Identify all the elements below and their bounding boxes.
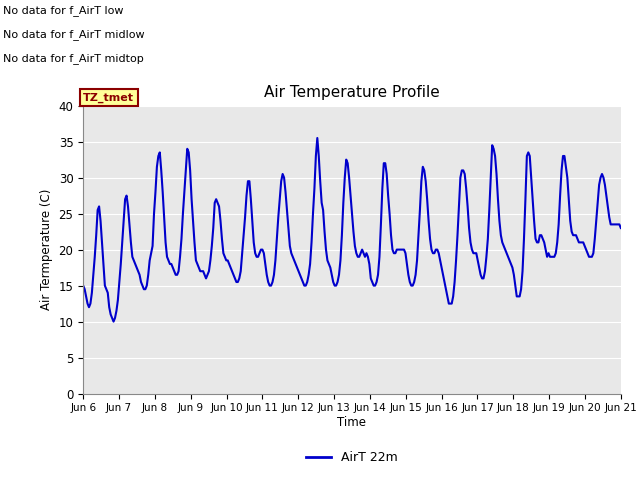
Text: TZ_tmet: TZ_tmet bbox=[83, 93, 134, 103]
X-axis label: Time: Time bbox=[337, 416, 367, 429]
Y-axis label: Air Termperature (C): Air Termperature (C) bbox=[40, 189, 53, 310]
Legend: AirT 22m: AirT 22m bbox=[301, 446, 403, 469]
Text: No data for f_AirT midtop: No data for f_AirT midtop bbox=[3, 53, 144, 64]
Title: Air Temperature Profile: Air Temperature Profile bbox=[264, 85, 440, 100]
Text: No data for f_AirT low: No data for f_AirT low bbox=[3, 5, 124, 16]
Text: No data for f_AirT midlow: No data for f_AirT midlow bbox=[3, 29, 145, 40]
